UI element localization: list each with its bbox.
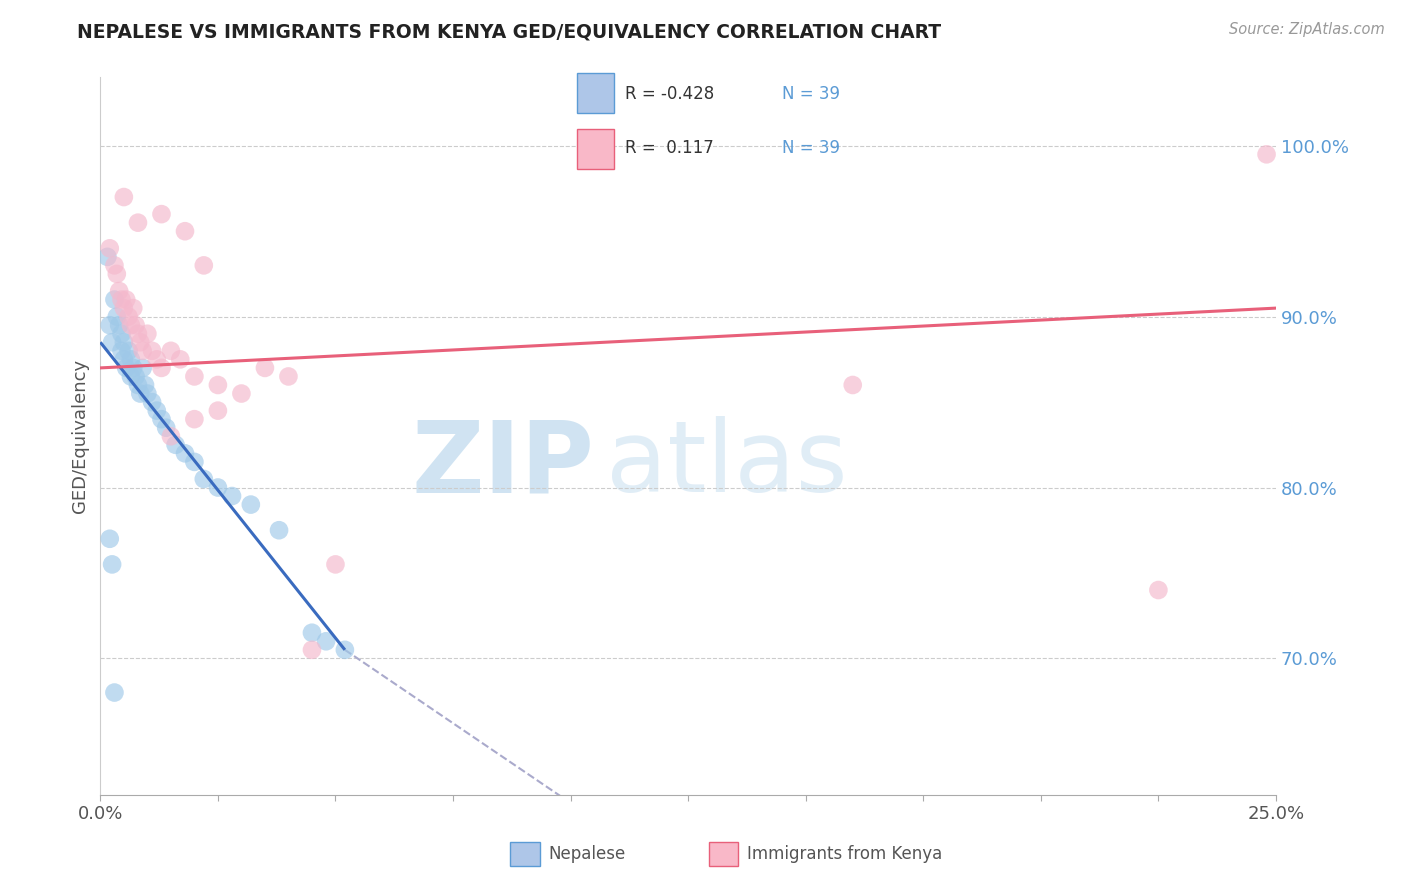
Point <box>112 301 135 315</box>
Point <box>122 301 145 315</box>
Point <box>842 378 865 392</box>
Point <box>193 472 215 486</box>
Point <box>207 481 229 495</box>
Text: R = -0.428: R = -0.428 <box>624 85 714 103</box>
Point <box>193 259 215 273</box>
Point <box>150 360 173 375</box>
Point <box>112 190 135 204</box>
Point <box>207 378 229 392</box>
Point <box>124 318 146 333</box>
Point <box>101 558 124 572</box>
Bar <box>576 128 613 169</box>
Point <box>103 293 125 307</box>
Point <box>96 250 118 264</box>
Point <box>146 403 169 417</box>
Point <box>131 343 153 358</box>
Point <box>120 352 142 367</box>
Point <box>301 643 323 657</box>
Point <box>127 378 149 392</box>
Point <box>325 558 347 572</box>
Point <box>129 386 152 401</box>
Point <box>103 259 125 273</box>
Text: Nepalese: Nepalese <box>548 845 626 863</box>
Point <box>174 446 197 460</box>
Point <box>98 318 121 333</box>
Point <box>105 310 128 324</box>
Point <box>183 455 205 469</box>
Point <box>239 498 262 512</box>
Point <box>108 318 131 333</box>
Point <box>141 395 163 409</box>
Point <box>127 216 149 230</box>
Text: atlas: atlas <box>606 417 848 514</box>
Point <box>301 625 323 640</box>
Point <box>112 335 135 350</box>
Bar <box>576 73 613 113</box>
Text: NEPALESE VS IMMIGRANTS FROM KENYA GED/EQUIVALENCY CORRELATION CHART: NEPALESE VS IMMIGRANTS FROM KENYA GED/EQ… <box>77 22 942 41</box>
Point <box>221 489 243 503</box>
Text: Immigrants from Kenya: Immigrants from Kenya <box>747 845 942 863</box>
Text: N = 39: N = 39 <box>782 139 839 157</box>
Point <box>120 318 142 333</box>
Point <box>112 352 135 367</box>
Text: ZIP: ZIP <box>411 417 595 514</box>
Point <box>174 224 197 238</box>
Bar <box>709 842 738 866</box>
Point <box>267 523 290 537</box>
Point <box>136 386 159 401</box>
Point <box>150 207 173 221</box>
Point <box>183 369 205 384</box>
Point <box>277 369 299 384</box>
Point <box>124 369 146 384</box>
Point <box>333 643 356 657</box>
Point <box>183 412 205 426</box>
Point <box>110 343 132 358</box>
Text: R =  0.117: R = 0.117 <box>624 139 713 157</box>
Point <box>122 360 145 375</box>
Point <box>231 386 253 401</box>
Point <box>131 360 153 375</box>
Point <box>98 241 121 255</box>
Point <box>253 360 276 375</box>
Point <box>150 412 173 426</box>
Point <box>127 326 149 341</box>
Y-axis label: GED/Equivalency: GED/Equivalency <box>72 359 89 513</box>
Point <box>117 343 139 358</box>
Point <box>101 335 124 350</box>
Point <box>108 284 131 298</box>
Point <box>315 634 337 648</box>
Point <box>129 335 152 350</box>
Point <box>115 360 138 375</box>
Point <box>105 267 128 281</box>
Point <box>134 378 156 392</box>
Point <box>98 532 121 546</box>
Point <box>165 438 187 452</box>
Point <box>155 420 177 434</box>
Point <box>1147 582 1170 597</box>
Point <box>110 326 132 341</box>
Point <box>146 352 169 367</box>
Point <box>160 343 183 358</box>
Point <box>169 352 191 367</box>
Point <box>115 293 138 307</box>
Point <box>160 429 183 443</box>
Point <box>207 403 229 417</box>
Text: Source: ZipAtlas.com: Source: ZipAtlas.com <box>1229 22 1385 37</box>
Point <box>117 310 139 324</box>
Point <box>141 343 163 358</box>
Point <box>120 369 142 384</box>
Point <box>136 326 159 341</box>
Text: N = 39: N = 39 <box>782 85 839 103</box>
Point <box>1256 147 1278 161</box>
Point <box>110 293 132 307</box>
Bar <box>510 842 540 866</box>
Point <box>103 685 125 699</box>
